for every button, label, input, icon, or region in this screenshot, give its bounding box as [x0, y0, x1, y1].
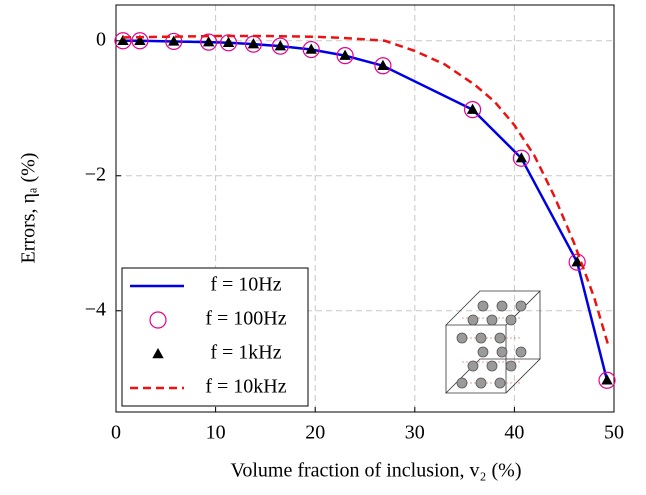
circle-marker — [219, 34, 238, 52]
circle-marker — [271, 37, 289, 55]
triangle-marker — [466, 103, 479, 114]
circle-marker — [114, 32, 132, 50]
x-tick-label: 40 — [504, 422, 524, 444]
y-tick-label: 0 — [96, 28, 106, 50]
inset-cube — [445, 290, 541, 394]
triangle-marker — [377, 59, 389, 70]
series-line — [122, 39, 609, 381]
circle-marker — [336, 47, 354, 65]
triangle-marker — [134, 34, 146, 45]
legend-label: f = 100Hz — [205, 308, 286, 330]
x-tick-label: 0 — [111, 422, 121, 444]
triangle-marker — [274, 40, 287, 51]
x-axis-label: Volume fraction of inclusion, v₂ (%) — [231, 460, 522, 482]
triangle-marker — [202, 36, 215, 47]
triangle-marker — [168, 35, 180, 46]
circle-marker — [131, 32, 149, 50]
x-tick-label: 10 — [206, 422, 226, 444]
circle-marker — [200, 33, 218, 51]
triangle-marker — [601, 374, 613, 385]
triangle-marker — [515, 152, 528, 163]
legend-label: f = 10Hz — [210, 274, 281, 296]
legend-box — [121, 267, 309, 407]
x-tick-label: 20 — [305, 422, 325, 444]
circle-marker — [463, 101, 482, 119]
x-tick-label: 30 — [405, 422, 425, 444]
legend-label: f = 10kHz — [205, 376, 286, 398]
series-line — [122, 34, 611, 349]
triangle-marker — [305, 43, 317, 54]
plot-frame — [115, 4, 615, 413]
y-axis-label: Errors, ηₐ (%) — [18, 153, 40, 264]
legend-swatch — [152, 348, 164, 359]
y-tick-label: −4 — [85, 298, 106, 320]
circle-marker — [165, 32, 183, 51]
triangle-marker — [222, 36, 235, 47]
circle-marker — [512, 149, 530, 167]
circle-marker — [302, 40, 320, 59]
triangle-marker — [247, 38, 260, 49]
circle-marker — [598, 371, 616, 389]
legend-swatch — [149, 311, 167, 329]
triangle-marker — [339, 49, 351, 60]
x-tick-label: 50 — [604, 422, 624, 444]
y-tick-label: −2 — [85, 163, 106, 185]
legend-label: f = 1kHz — [210, 342, 281, 364]
triangle-marker — [571, 256, 583, 267]
triangle-marker — [117, 34, 129, 45]
circle-marker — [374, 57, 392, 75]
